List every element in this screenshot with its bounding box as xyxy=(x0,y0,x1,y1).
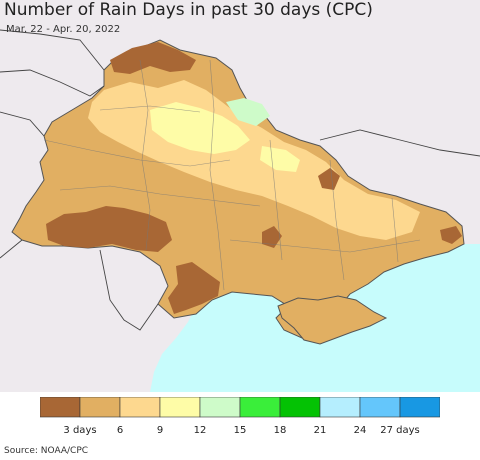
legend-swatch xyxy=(119,397,161,418)
legend-swatch xyxy=(79,397,121,418)
legend-tick-label: 3 days xyxy=(63,425,96,436)
region-9-12-days xyxy=(150,102,250,154)
legend-tick-label: 12 xyxy=(194,425,207,436)
legend-tick-label: 27 days xyxy=(380,425,420,436)
region-3-6-days-south xyxy=(168,262,220,314)
legend-swatch xyxy=(40,397,81,418)
oblast-boundaries xyxy=(43,59,421,291)
legend-swatch xyxy=(319,397,361,418)
legend: 3 days 6 9 12 15 18 21 24 27 days xyxy=(40,397,440,436)
map-title: Number of Rain Days in past 30 days (CPC… xyxy=(4,0,373,20)
region-3-6-days-east xyxy=(318,168,340,190)
region-3-6-days-west xyxy=(46,206,172,252)
legend-tick-label: 24 xyxy=(354,425,367,436)
region-3-6-days-center xyxy=(262,226,282,248)
source-note: Source: NOAA/CPC xyxy=(4,446,89,456)
legend-tick-label: 9 xyxy=(157,425,163,436)
legend-swatch xyxy=(239,397,281,418)
region-9-12-days-east xyxy=(260,146,300,172)
legend-tick-label: 15 xyxy=(234,425,247,436)
region-12-15-days xyxy=(226,98,270,126)
legend-swatch xyxy=(359,397,401,418)
legend-tick-label: 21 xyxy=(314,425,327,436)
legend-swatch xyxy=(279,397,321,418)
legend-tick-label: 18 xyxy=(274,425,287,436)
legend-swatch xyxy=(159,397,201,418)
date-range: Mar. 22 - Apr. 20, 2022 xyxy=(6,24,121,35)
region-3-6-days-far-east xyxy=(440,226,462,244)
country-borders xyxy=(0,29,480,331)
crimea xyxy=(277,295,388,345)
rain-days-map xyxy=(0,0,480,392)
region-3-6-days-north xyxy=(110,42,196,74)
legend-tick-label: 6 xyxy=(117,425,123,436)
legend-swatch xyxy=(399,397,440,418)
legend-swatch xyxy=(199,397,241,418)
